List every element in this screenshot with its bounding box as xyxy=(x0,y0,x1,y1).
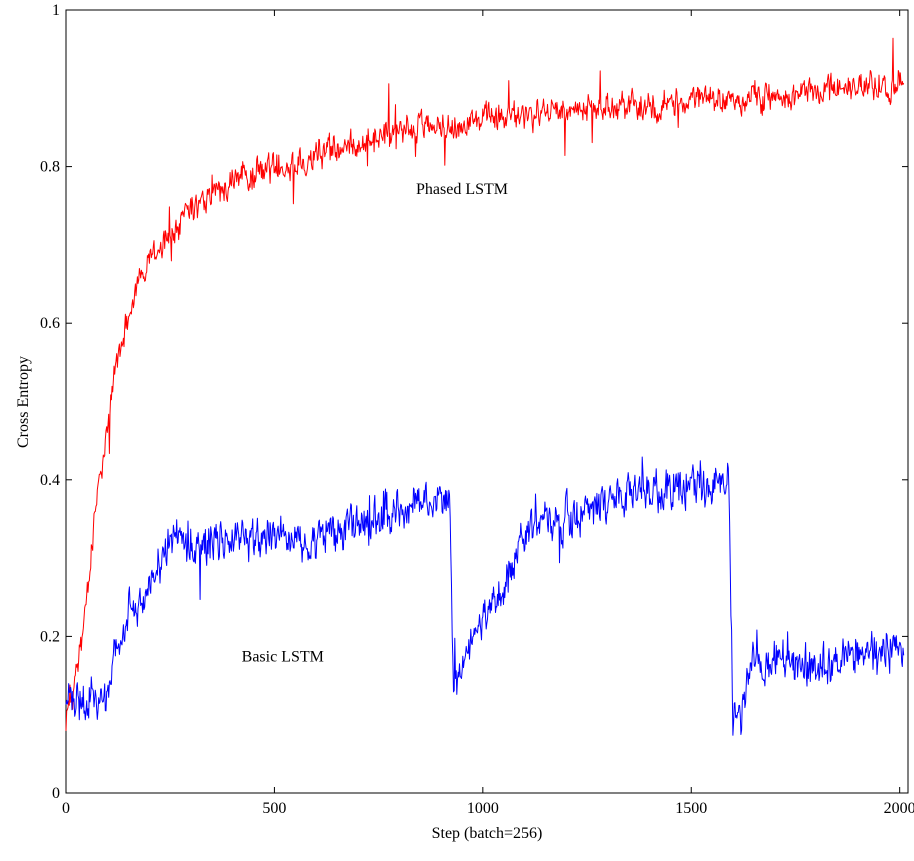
plot-frame xyxy=(65,9,909,794)
series-line-phased-lstm xyxy=(65,37,905,731)
y-tick-label: 0.2 xyxy=(40,628,60,645)
series-line-basic-lstm xyxy=(65,456,905,736)
series-annotation: Phased LSTM xyxy=(416,181,508,198)
x-tick-label: 2000 xyxy=(884,800,914,817)
y-tick-label: 0.6 xyxy=(40,315,60,332)
y-axis-label: Cross Entropy xyxy=(15,356,32,448)
y-tick-label: 0.4 xyxy=(40,472,60,489)
x-tick-label: 1500 xyxy=(675,800,707,817)
series-annotation: Basic LSTM xyxy=(242,648,324,665)
axes-layer: 0 500 1000 1500 2000 0 0.2 0.4 0.6 0.8 1 xyxy=(40,2,914,817)
annotation-layer: Phased LSTM Basic LSTM xyxy=(242,181,508,665)
series-layer xyxy=(65,37,905,736)
y-tick-label: 0 xyxy=(52,785,60,802)
plot-area xyxy=(65,9,909,794)
x-tick-label: 1000 xyxy=(467,800,499,817)
x-tick-label: 0 xyxy=(62,800,70,817)
y-tick-label: 1 xyxy=(52,2,60,19)
y-tick-label: 0.8 xyxy=(40,159,60,176)
x-tick-label: 500 xyxy=(262,800,286,817)
x-axis-label: Step (batch=256) xyxy=(432,825,543,842)
